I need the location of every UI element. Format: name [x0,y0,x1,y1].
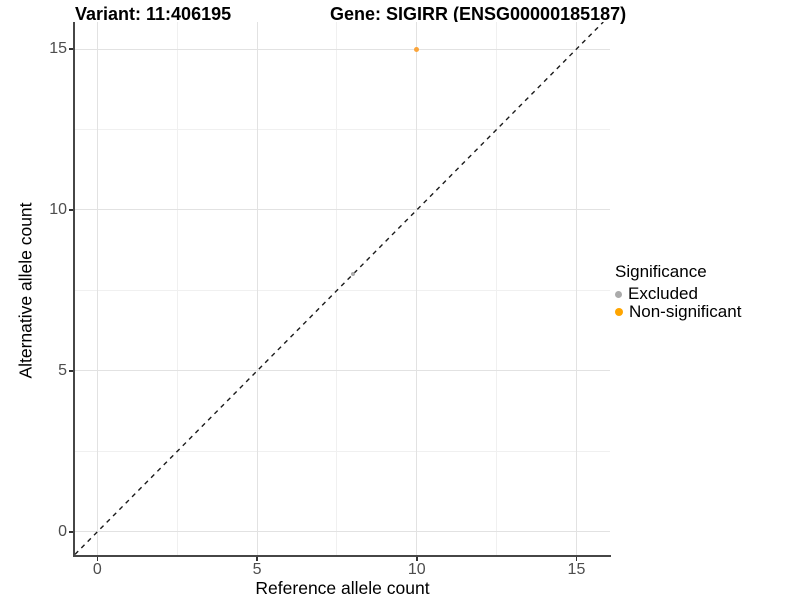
y-tick-mark [69,209,74,211]
y-tick-label: 0 [58,522,67,540]
plot-title-variant: Variant: 11:406195 [75,4,232,24]
x-tick-mark [96,556,99,561]
legend-entry-label: Excluded [628,284,698,303]
y-major-gridline [75,48,610,50]
x-tick-mark [256,556,258,561]
y-minor-gridline [75,289,610,291]
y-major-gridline [75,209,610,211]
legend-key-dot-non-significant [615,308,623,316]
y-axis-title: Alternative allele count [15,202,36,379]
legend-key-dot-excluded [615,290,622,298]
x-tick-label: 5 [252,561,262,578]
x-major-gridline [575,22,577,555]
legend-entry-label: Non-significant [629,302,742,321]
x-tick-mark [415,556,418,561]
x-major-gridline [96,22,98,555]
y-major-gridline [75,370,610,372]
x-axis-line [73,555,612,557]
y-tick-label: 10 [49,200,67,218]
x-tick-label: 0 [92,561,102,578]
x-tick-mark [575,556,578,561]
data-point-excluded [350,272,355,277]
y-minor-gridline [75,450,610,452]
y-axis-line [73,22,75,557]
legend-entries: Excluded Non-significant [615,284,742,321]
identity-line [75,22,604,555]
x-axis-title: Reference allele count [255,578,430,598]
plot-title-gene: Gene: SIGIRR (ENSG00000185187) [330,4,627,24]
y-tick-label: 5 [58,361,67,379]
y-tick-label: 15 [49,40,67,58]
y-tick-mark [69,370,74,372]
legend-entry: Excluded [615,284,741,303]
y-major-gridline [75,531,610,533]
x-minor-gridline [336,22,338,555]
x-minor-gridline [176,22,178,555]
legend: Significance Excluded Non-significant [615,262,741,321]
legend-title: Significance [615,262,707,281]
data-point-non-significant [414,46,420,52]
x-major-gridline [256,22,258,555]
x-minor-gridline [496,22,498,555]
plot-panel: 0 5 10 15 0 5 10 15 [49,22,612,578]
y-tick-mark [69,48,74,50]
y-minor-gridline [75,129,610,130]
x-tick-label: 10 [407,561,426,578]
x-major-gridline [416,22,418,555]
legend-entry: Non-significant [615,302,742,321]
x-tick-label: 15 [567,561,586,578]
y-tick-mark [69,530,74,533]
